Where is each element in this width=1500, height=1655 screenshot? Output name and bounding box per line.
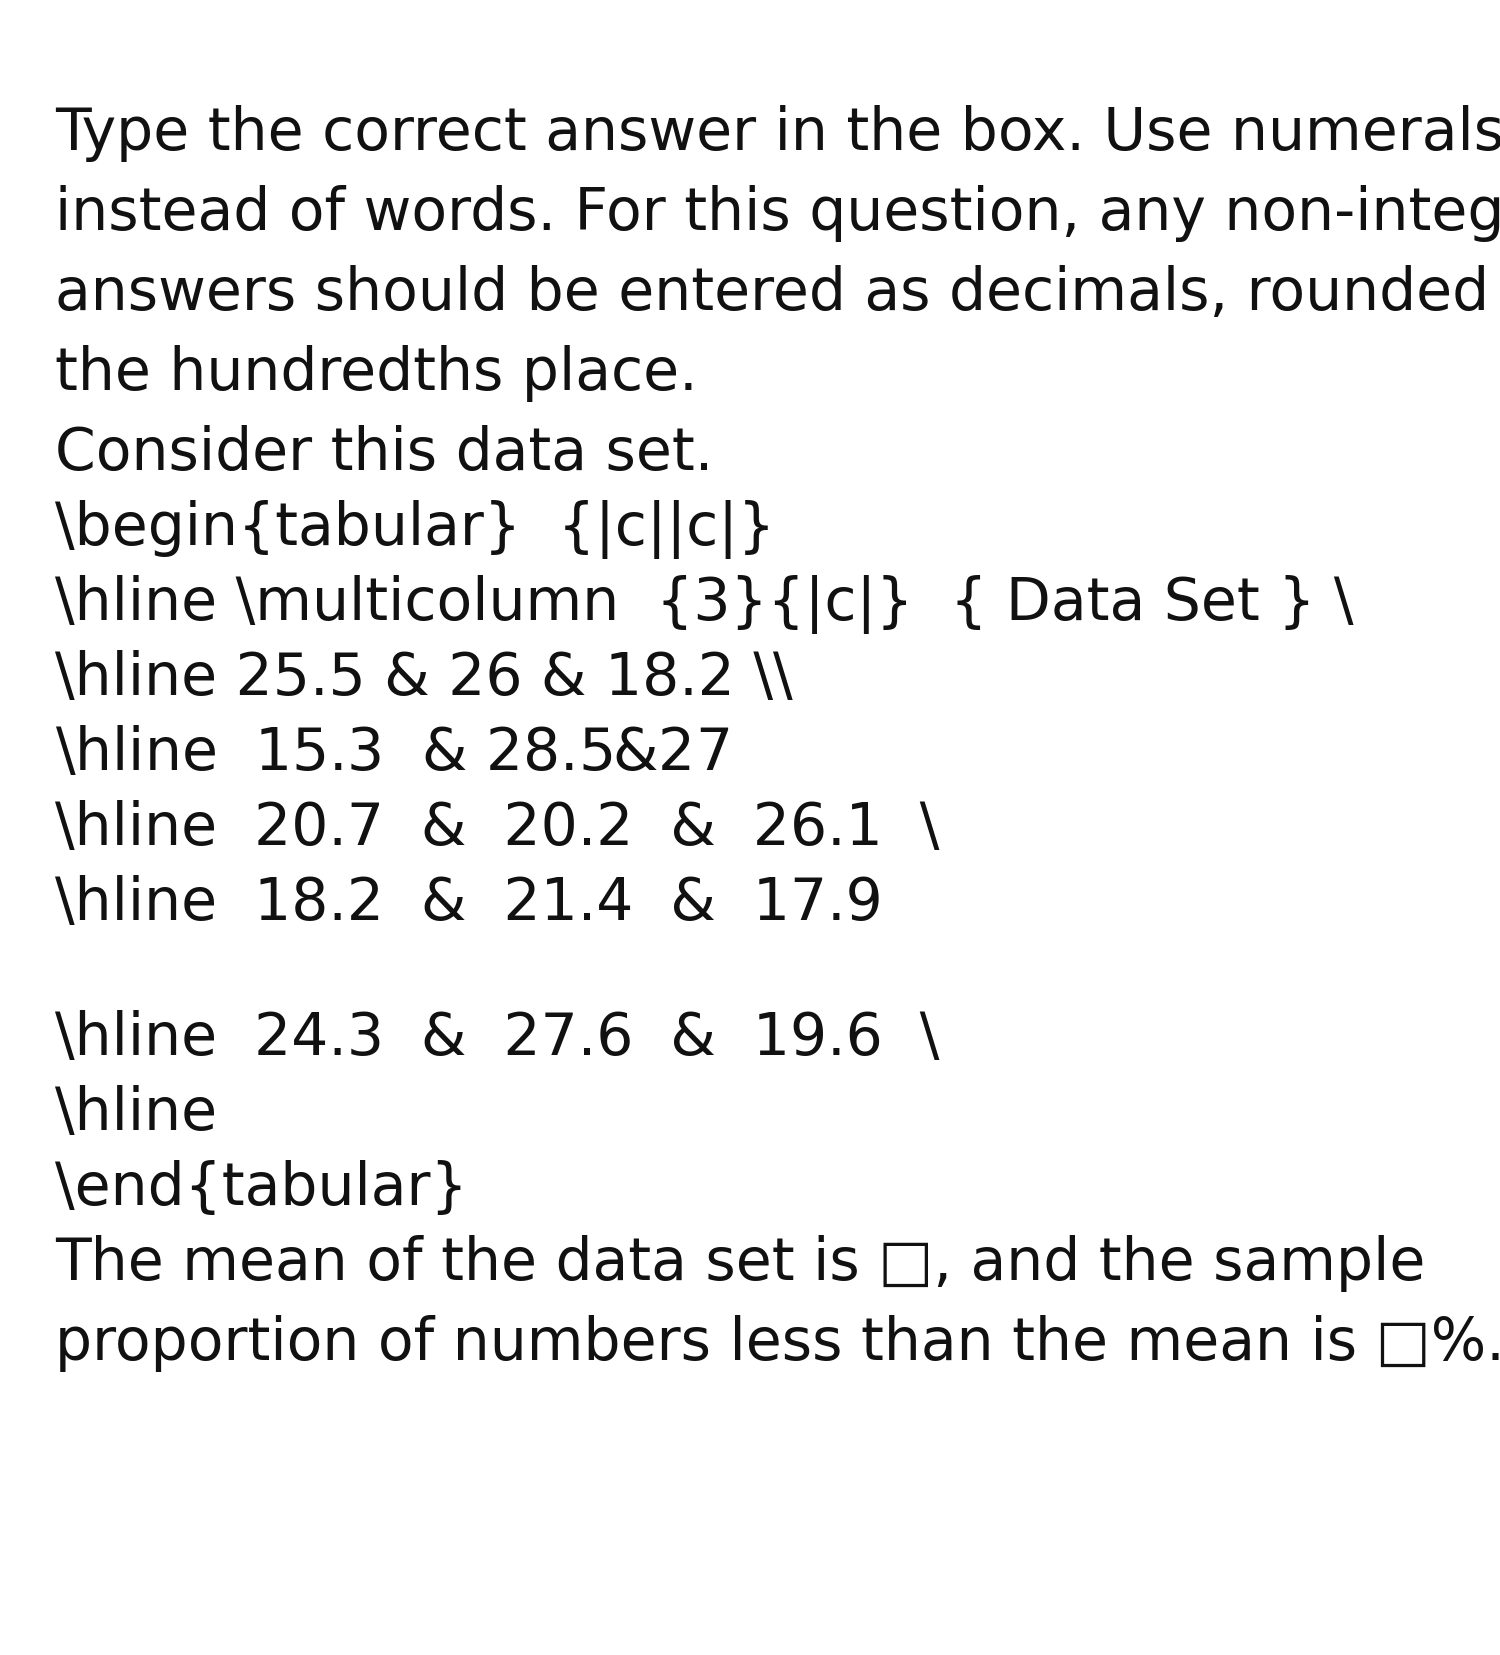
Text: Type the correct answer in the box. Use numerals: Type the correct answer in the box. Use … [56, 104, 1500, 162]
Text: answers should be entered as decimals, rounded to: answers should be entered as decimals, r… [56, 265, 1500, 321]
Text: Consider this data set.: Consider this data set. [56, 425, 714, 482]
Text: \hline  20.7  &  20.2  &  26.1  \: \hline 20.7 & 20.2 & 26.1 \ [56, 799, 939, 857]
Text: \end{tabular}: \end{tabular} [56, 1158, 468, 1216]
Text: \hline 25.5 & 26 & 18.2 \\: \hline 25.5 & 26 & 18.2 \\ [56, 650, 792, 707]
Text: \hline  18.2  &  21.4  &  17.9: \hline 18.2 & 21.4 & 17.9 [56, 874, 882, 932]
Text: \hline  24.3  &  27.6  &  19.6  \: \hline 24.3 & 27.6 & 19.6 \ [56, 1010, 939, 1066]
Text: The mean of the data set is □, and the sample: The mean of the data set is □, and the s… [56, 1235, 1425, 1291]
Text: \hline \multicolumn  {3}{|c|}  { Data Set } \: \hline \multicolumn {3}{|c|} { Data Set … [56, 574, 1353, 634]
Text: \hline: \hline [56, 1084, 217, 1142]
Text: the hundredths place.: the hundredths place. [56, 344, 698, 402]
Text: \begin{tabular}  {|c||c|}: \begin{tabular} {|c||c|} [56, 500, 776, 559]
Text: proportion of numbers less than the mean is □%.: proportion of numbers less than the mean… [56, 1314, 1500, 1372]
Text: instead of words. For this question, any non-integer: instead of words. For this question, any… [56, 185, 1500, 242]
Text: \hline  15.3  & $28.5 & 27 $: \hline 15.3 & $28.5 & 27 $ [56, 725, 729, 781]
